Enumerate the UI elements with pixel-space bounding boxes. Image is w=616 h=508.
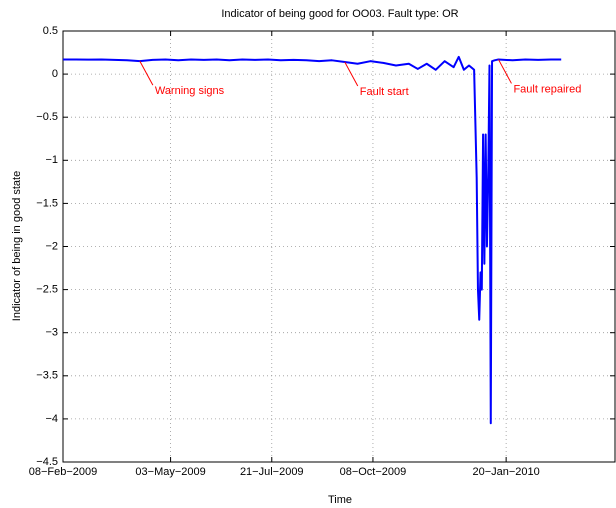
x-tick-label: 03−May−2009: [135, 466, 205, 478]
annotation: Warning signs: [155, 85, 225, 97]
y-tick-label: 0.5: [43, 25, 58, 37]
chart-title: Indicator of being good for OO03. Fault …: [221, 8, 458, 20]
y-tick-label: 0: [52, 68, 58, 80]
y-tick-label: −2.5: [36, 284, 58, 296]
y-tick-label: −2: [45, 240, 58, 252]
annotation-arrow: [344, 61, 359, 87]
x-tick-label: 20−Jan−2010: [472, 466, 539, 478]
y-tick-label: −0.5: [36, 111, 58, 123]
y-axis-label: Indicator of being in good state: [11, 171, 23, 321]
x-axis-label: Time: [328, 494, 352, 506]
plot-frame: [62, 30, 616, 463]
y-tick-label: −3: [45, 327, 58, 339]
y-tick-label: −4.5: [36, 456, 58, 468]
annotation: Fault start: [360, 86, 409, 98]
y-tick-label: −4: [45, 413, 58, 425]
annotation: Fault repaired: [513, 83, 581, 95]
data-line: [63, 55, 562, 425]
x-tick-label: 21−Jul−2009: [240, 466, 304, 478]
y-tick-label: −3.5: [36, 370, 58, 382]
x-tick-label: 08−Oct−2009: [340, 466, 407, 478]
y-tick-label: −1: [45, 154, 58, 166]
annotation-arrow: [139, 60, 154, 86]
annotation-arrow: [498, 59, 512, 84]
x-tick-label: 08−Feb−2009: [29, 466, 98, 478]
y-tick-label: −1.5: [36, 197, 58, 209]
